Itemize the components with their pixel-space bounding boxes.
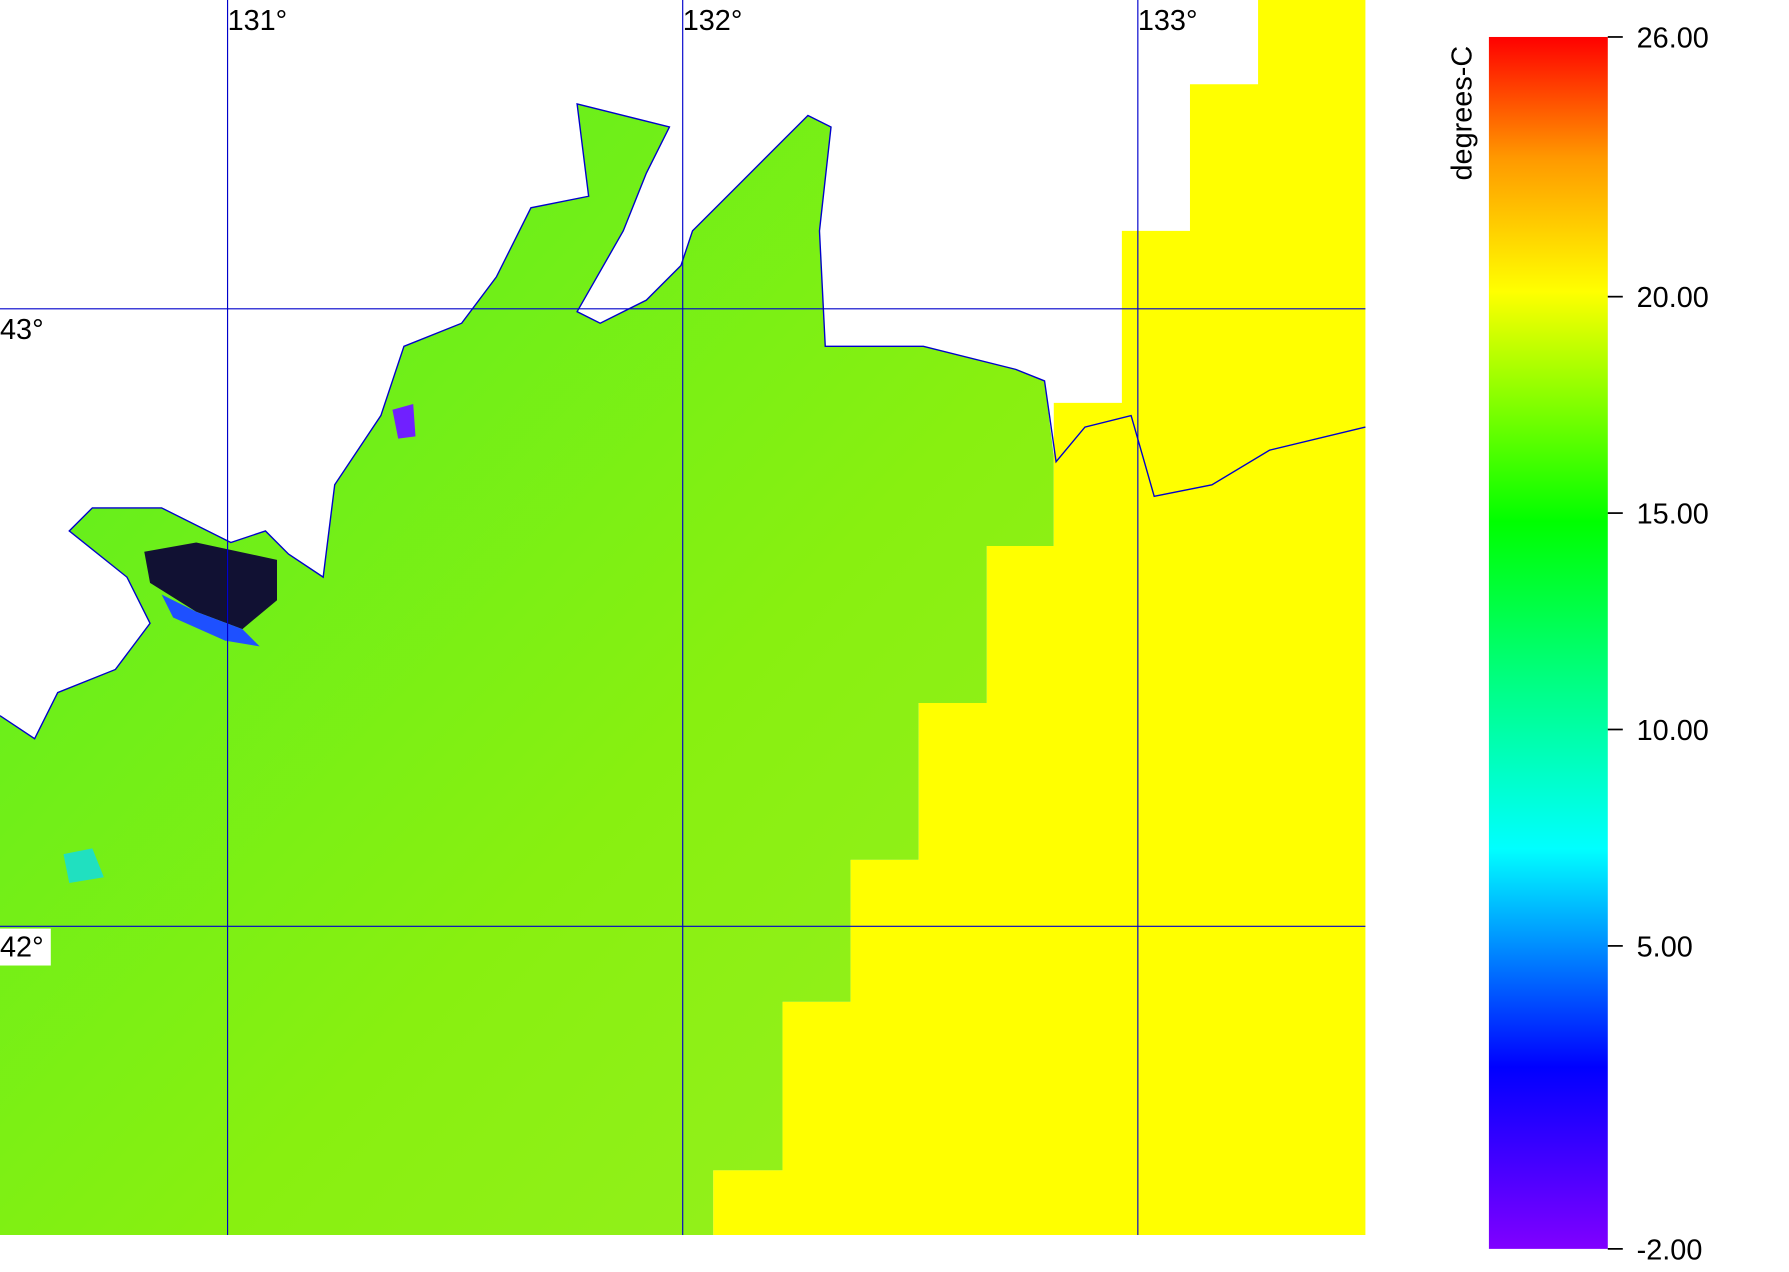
- lon-label: 131°: [228, 5, 288, 37]
- sst-cluster: [161, 594, 260, 647]
- graticule: 131° 132° 133° 43° 42°: [0, 0, 1366, 1236]
- colorbar-tick-label: 10.00: [1637, 715, 1709, 747]
- sea-surface-temperature: [0, 103, 1054, 1236]
- colorbar-tick-label: 5.00: [1637, 931, 1693, 963]
- colorbar-tick-label: 26.00: [1637, 22, 1709, 54]
- label-background: [0, 311, 51, 349]
- lat-label: 42°: [0, 931, 44, 963]
- sst-cluster: [392, 404, 416, 439]
- colorbar-tick-label: 20.00: [1637, 282, 1709, 314]
- coastline: [0, 102, 1366, 740]
- sst-cluster: [144, 542, 278, 630]
- lon-label: 133°: [1138, 5, 1198, 37]
- lat-label: 43°: [0, 314, 44, 346]
- colorbar: [1488, 36, 1608, 1249]
- colorbar-title: degrees-C: [1447, 46, 1479, 181]
- label-background: [0, 928, 51, 966]
- sst-cluster: [63, 848, 104, 883]
- colorbar-tick-label: 15.00: [1637, 498, 1709, 530]
- lon-label: 132°: [683, 5, 743, 37]
- colorbar-tick-label: -2.00: [1637, 1234, 1703, 1266]
